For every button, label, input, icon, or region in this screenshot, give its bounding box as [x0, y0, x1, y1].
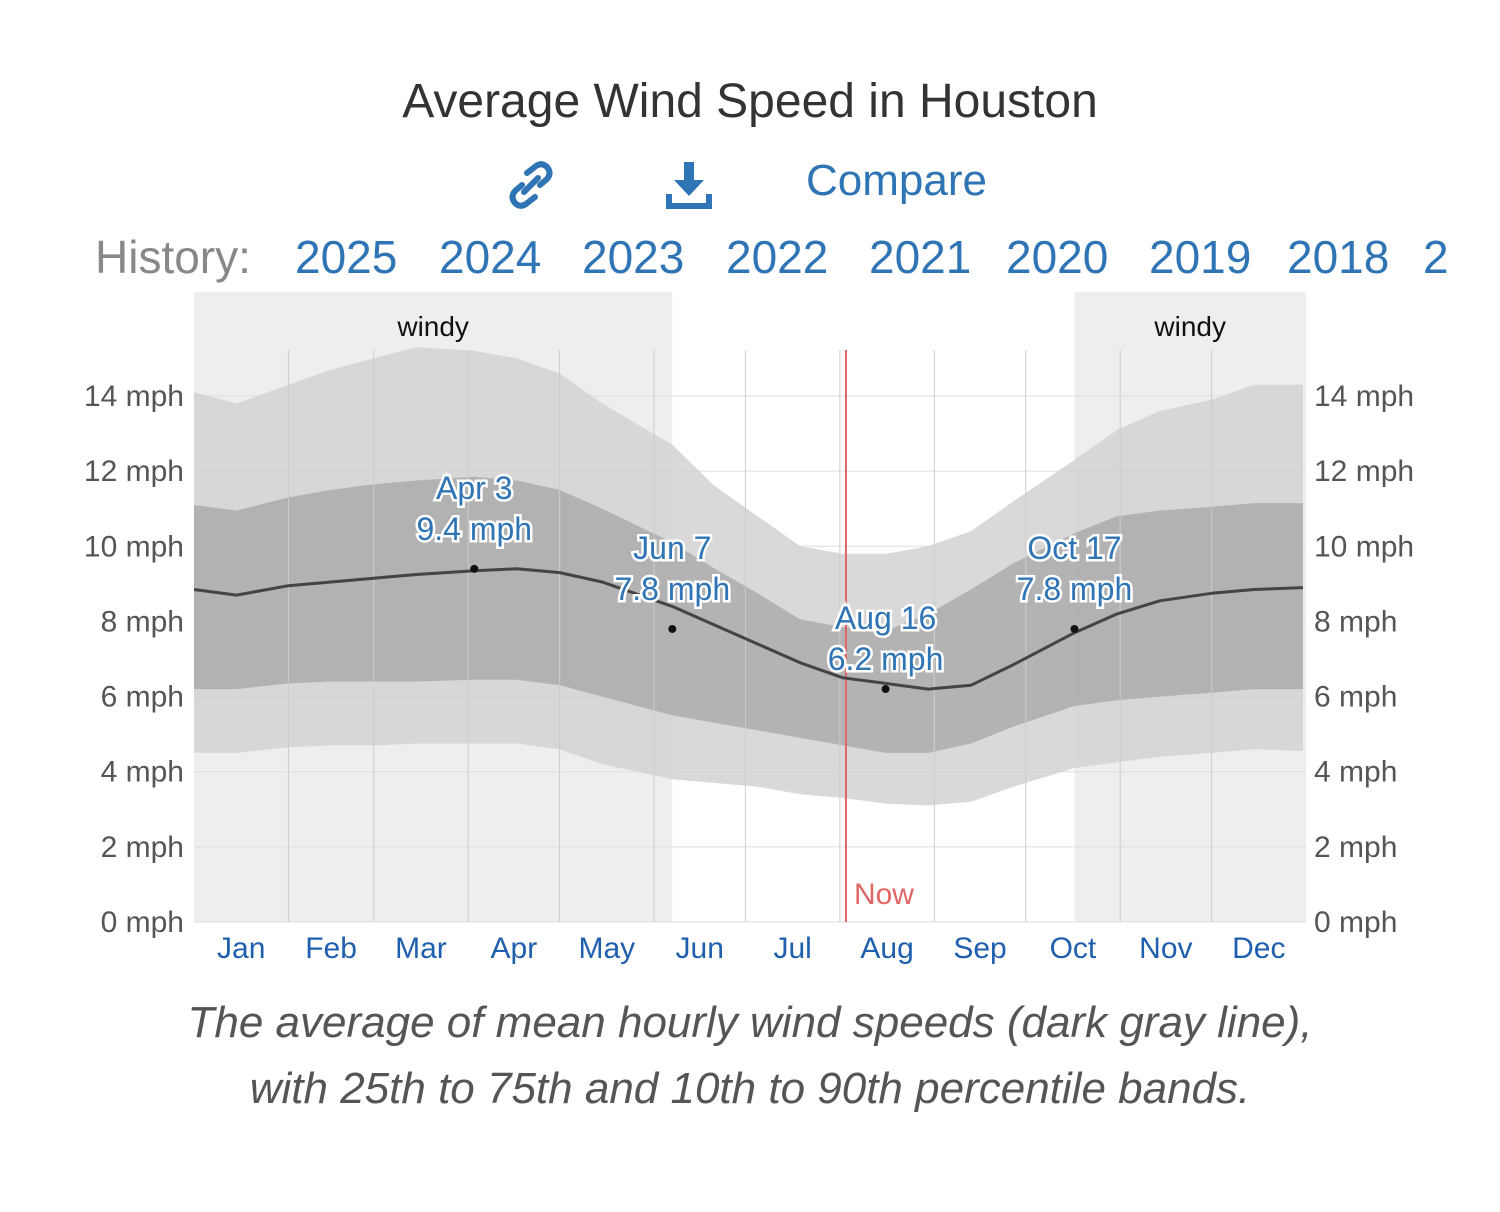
- history-year-2021[interactable]: 2021: [869, 231, 972, 283]
- y-tick-label-right: 10 mph: [1314, 530, 1414, 563]
- y-tick-label-left: 0 mph: [101, 906, 184, 939]
- history-year-2022[interactable]: 2022: [726, 231, 829, 283]
- history-label: History:: [95, 231, 251, 283]
- annotation-date-label: Jun 7: [633, 530, 711, 566]
- annotation-date-label: Aug 16: [835, 600, 936, 636]
- history-year-2019[interactable]: 2019: [1149, 231, 1252, 283]
- annotation-point[interactable]: [881, 685, 890, 694]
- annotation-date-label: Apr 3: [436, 470, 512, 506]
- y-tick-label-right: 2 mph: [1314, 831, 1397, 864]
- annotation-value-label: 9.4 mph: [416, 511, 532, 547]
- mean-wind-speed-line: [193, 567, 1304, 691]
- chart-title: Average Wind Speed in Houston: [402, 75, 1098, 128]
- y-tick-label-right: 8 mph: [1314, 605, 1397, 638]
- history-years-bar: History: 2025 2024 2023 2022 2021 2020 2…: [95, 230, 1500, 290]
- month-label-aug[interactable]: Aug: [860, 932, 913, 965]
- month-label-mar[interactable]: Mar: [395, 932, 447, 965]
- annotation-point[interactable]: [668, 624, 677, 633]
- y-tick-label-right: 12 mph: [1314, 455, 1414, 488]
- y-tick-label-left: 2 mph: [101, 831, 184, 864]
- annotation-point[interactable]: [470, 564, 479, 573]
- y-tick-label-right: 0 mph: [1314, 906, 1397, 939]
- download-icon: [666, 162, 712, 209]
- month-label-jan[interactable]: Jan: [217, 932, 265, 965]
- month-label-jul[interactable]: Jul: [773, 932, 811, 965]
- y-tick-label-right: 6 mph: [1314, 681, 1397, 714]
- annotation-date-label: Oct 17: [1027, 530, 1121, 566]
- month-label-oct[interactable]: Oct: [1050, 932, 1097, 965]
- month-label-sep[interactable]: Sep: [953, 932, 1006, 965]
- history-year-2020[interactable]: 2020: [1006, 231, 1109, 283]
- now-label: Now: [854, 878, 914, 911]
- month-label-apr[interactable]: Apr: [491, 932, 538, 965]
- y-tick-label-right: 4 mph: [1314, 756, 1397, 789]
- annotation-point[interactable]: [1070, 624, 1079, 633]
- download-button[interactable]: [664, 150, 714, 220]
- y-tick-label-left: 6 mph: [101, 681, 184, 714]
- wind-speed-chart: Now windy windy Apr 3 9.4 mph Jun 7 7.8 mph Au…: [84, 292, 1414, 965]
- y-tick-label-left: 10 mph: [84, 530, 184, 563]
- annotation-value-label: 7.8 mph: [1017, 571, 1133, 607]
- chart-caption: The average of mean hourly wind speeds (…: [187, 998, 1313, 1113]
- y-tick-label-left: 4 mph: [101, 756, 184, 789]
- month-label-jun[interactable]: Jun: [676, 932, 724, 965]
- y-tick-label-right: 14 mph: [1314, 380, 1414, 413]
- season-label: windy: [1153, 311, 1226, 342]
- annotation-value-label: 6.2 mph: [828, 641, 944, 677]
- permalink-button[interactable]: [506, 150, 556, 220]
- history-year-2023[interactable]: 2023: [582, 231, 685, 283]
- y-tick-label-left: 12 mph: [84, 455, 184, 488]
- link-icon: [509, 161, 553, 209]
- chart-toolbar: [0, 150, 1500, 220]
- compare-link[interactable]: Compare: [806, 156, 987, 205]
- month-label-dec[interactable]: Dec: [1232, 932, 1285, 965]
- y-tick-label-left: 8 mph: [101, 605, 184, 638]
- month-label-feb[interactable]: Feb: [305, 932, 357, 965]
- history-year-2024[interactable]: 2024: [439, 231, 542, 283]
- annotation-value-label: 7.8 mph: [614, 571, 730, 607]
- history-year-2025[interactable]: 2025: [295, 231, 398, 283]
- month-label-nov[interactable]: Nov: [1139, 932, 1192, 965]
- history-year-2018[interactable]: 2018: [1287, 231, 1390, 283]
- month-label-may[interactable]: May: [578, 932, 635, 965]
- history-year-more[interactable]: 2: [1423, 231, 1449, 283]
- season-label: windy: [396, 311, 469, 342]
- y-tick-label-left: 14 mph: [84, 380, 184, 413]
